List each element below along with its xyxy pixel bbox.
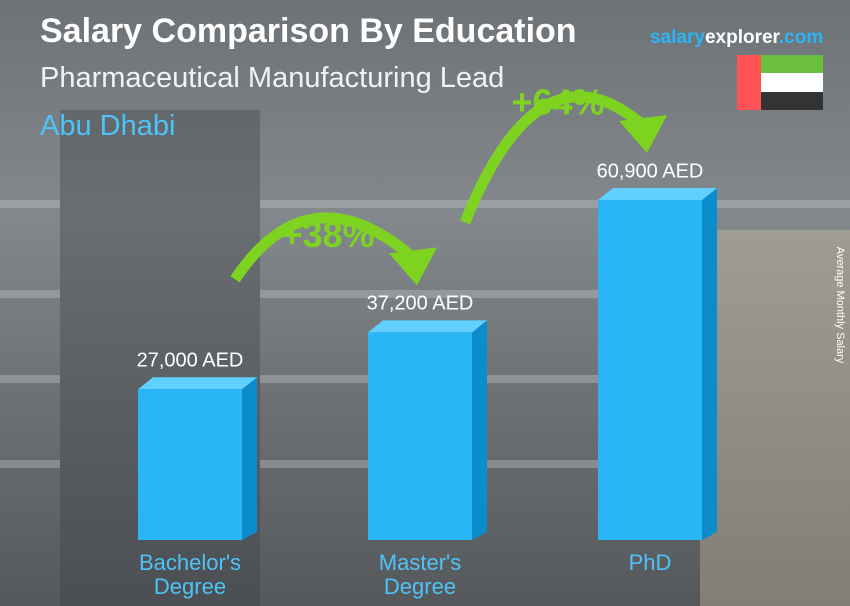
brand-part: .com xyxy=(778,27,824,48)
location: Abu Dhabi xyxy=(40,110,176,142)
flag xyxy=(737,55,823,110)
growth-arrow xyxy=(459,91,649,225)
bar-side xyxy=(472,320,487,540)
x-tick-label: Bachelor's Degree xyxy=(138,550,242,599)
bar-side xyxy=(702,188,717,540)
x-tick-label: Master's Degree xyxy=(378,550,462,599)
bar-top xyxy=(138,377,257,390)
growth-label: +64% xyxy=(511,82,604,123)
bar-top xyxy=(368,320,487,333)
bar xyxy=(368,332,472,540)
value-label: 60,900 AED xyxy=(597,160,704,182)
bar-top xyxy=(598,188,717,200)
chart-title: Salary Comparison By Education xyxy=(40,12,577,50)
brand-part: explorer xyxy=(704,27,779,48)
growth-arrowhead xyxy=(619,115,667,153)
brand-part: salary xyxy=(650,27,705,48)
growth-label: +38% xyxy=(281,214,374,255)
x-tick-label: PhD xyxy=(628,550,672,575)
subtitle: Pharmaceutical Manufacturing Lead xyxy=(40,62,505,94)
y-axis-label: Average Monthly Salary xyxy=(834,246,846,364)
growth-arrowhead xyxy=(389,247,437,286)
brand: salaryexplorer.com xyxy=(650,27,823,49)
value-label: 27,000 AED xyxy=(137,350,244,372)
bar xyxy=(138,389,242,540)
growth-arrow xyxy=(230,212,419,283)
value-label: 37,200 AED xyxy=(367,293,474,315)
bar xyxy=(598,200,702,540)
bar-side xyxy=(242,377,257,540)
